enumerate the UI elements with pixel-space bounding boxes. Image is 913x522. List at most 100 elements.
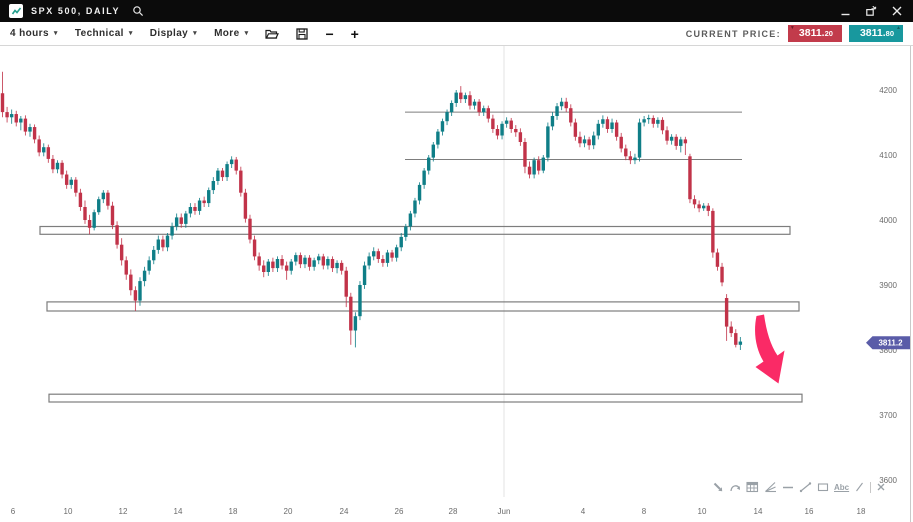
candle-body [303,257,307,265]
candle-body [449,103,454,113]
support-zone[interactable] [48,393,803,403]
bid-price-int: 3811. [798,27,825,40]
candle-body [106,192,110,206]
display-dropdown[interactable]: Display ▾ [150,28,197,39]
support-zone[interactable] [46,301,800,312]
candle-body [165,235,170,248]
candle-body [9,114,14,118]
candle-body [234,159,238,171]
last-price-tag [866,336,911,350]
candle-body [546,126,550,158]
candle-body [280,259,284,266]
technical-dropdown-label: Technical [74,28,124,39]
candle-body [298,255,303,265]
candle-body [628,156,633,161]
rectangle-tool-icon[interactable] [817,481,829,493]
candle-body [83,207,87,220]
time-tick-label: 4 [581,507,586,516]
search-icon[interactable] [132,5,144,17]
candle-body [252,239,257,257]
trend-fan-tool-icon[interactable] [764,481,777,493]
candle-body [486,108,490,119]
trendline-tool-icon[interactable] [799,481,812,493]
candle-body [381,259,385,263]
candle-body [362,265,367,285]
candle-body [472,101,477,106]
close-button[interactable] [892,6,902,16]
trend-arrow[interactable] [755,314,785,384]
candle-body [624,148,628,157]
candle-body [64,174,69,185]
candle-body [683,139,688,144]
candle-body [477,101,481,113]
price-tick-label: 3900 [879,281,897,290]
bid-price-dec: 20 [824,29,833,39]
candle-body [262,265,266,272]
pointer-tool-icon[interactable] [712,481,724,493]
candle-body [573,122,578,137]
candle-body [78,192,83,207]
candle-body [197,200,202,211]
candle-body [60,162,64,175]
candle-body [248,218,252,240]
save-icon[interactable] [296,27,309,40]
ask-price-badge: 3811.80 ▲ [848,25,903,42]
curved-arrow-tool-icon[interactable] [729,481,741,493]
restore-button[interactable] [866,5,877,17]
candle-body [582,139,587,144]
technical-dropdown[interactable]: Technical ▾ [75,28,133,39]
candle-body [243,192,248,219]
candle-body [307,257,312,267]
support-zone[interactable] [39,225,791,235]
time-tick-label: Jun [498,507,511,516]
candle-body [202,200,206,204]
chart-container: 4200 4100 4000 3900 3800 3700 3600 6 10 12 14 18 20 2… [0,46,913,522]
candle-body [0,93,5,113]
candle-body [738,341,743,345]
candle-body [312,260,316,267]
chevron-down-icon: ▾ [128,30,133,37]
candle-body [211,181,216,191]
horizontal-line-tool-icon[interactable] [782,481,794,493]
price-tick-label: 4000 [879,216,897,225]
candle-body [514,129,518,133]
candle-body [220,170,225,178]
candle-body [468,95,472,106]
candle-body [55,162,60,170]
candle-body [216,170,220,181]
candle-body [427,157,431,171]
candle-body [592,135,596,146]
candle-body [564,101,568,109]
price-chart[interactable]: 4200 4100 4000 3900 3800 3700 3600 6 10 12 14 18 20 2… [0,46,913,522]
open-folder-icon[interactable] [265,28,280,40]
candle-body [97,199,101,213]
candle-body [19,118,23,123]
candle-body [51,158,55,170]
delete-drawing-icon[interactable] [876,482,886,492]
candle-body [147,260,151,271]
more-dropdown[interactable]: More ▾ [214,28,248,39]
minimize-button[interactable] [841,6,851,16]
candle-body [326,259,330,266]
candle-body [349,296,353,331]
candle-body [610,122,614,129]
table-tool-icon[interactable] [746,481,759,493]
candle-body [372,251,376,257]
time-tick-label: 18 [229,507,238,516]
candle-body [193,207,197,211]
time-tick-label: 24 [340,507,349,516]
timeframe-dropdown[interactable]: 4 hours ▾ [10,28,58,39]
down-arrow-icon: ▼ [789,25,795,32]
candle-body [482,108,486,113]
zoom-out-button[interactable]: − [325,25,334,42]
candle-body [647,117,651,120]
text-tool[interactable]: Abc [834,482,850,492]
diagonal-line-tool-icon[interactable] [854,481,865,493]
candle-body [674,136,678,146]
candle-body [656,119,660,124]
candle-body [152,249,156,261]
zoom-in-button[interactable]: + [350,25,359,42]
timeframe-dropdown-label: 4 hours [10,28,49,39]
candle-body [385,252,390,263]
candle-body [170,226,174,236]
